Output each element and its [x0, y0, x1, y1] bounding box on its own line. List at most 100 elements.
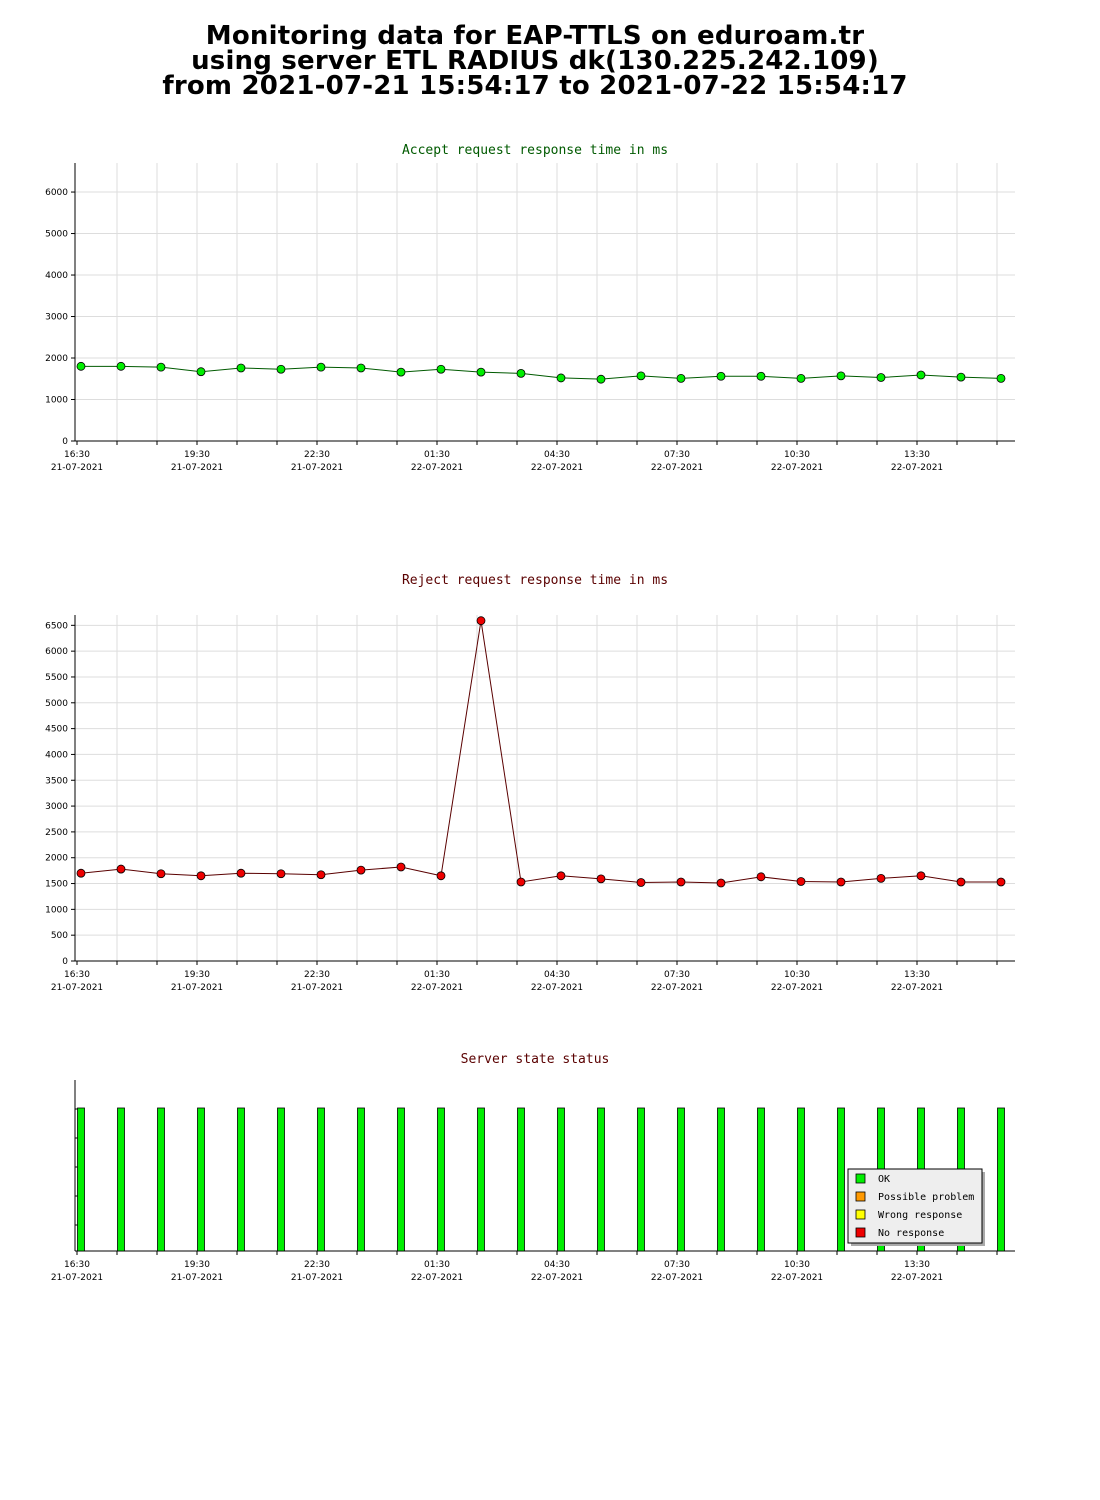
x-tick-label-date: 22-07-2021 — [651, 1273, 703, 1283]
data-point — [596, 874, 606, 884]
x-tick-label-time: 07:30 — [664, 1260, 690, 1270]
data-point — [436, 871, 446, 881]
y-tick-label: 2500 — [45, 828, 68, 838]
legend-label-ok: OK — [878, 1174, 890, 1185]
x-tick-label-time: 22:30 — [304, 970, 330, 980]
chart-title: Server state status — [461, 1052, 610, 1067]
data-point — [436, 364, 446, 374]
legend-box — [847, 1168, 983, 1244]
status-bar — [677, 1107, 685, 1252]
legend-swatch-possible_problem — [855, 1191, 866, 1202]
x-tick-label-time: 10:30 — [784, 450, 810, 460]
data-point — [76, 361, 86, 371]
x-tick-label-date: 21-07-2021 — [291, 983, 343, 993]
status-bar — [837, 1107, 845, 1252]
status-bar — [717, 1107, 725, 1252]
y-tick-label: 1000 — [45, 905, 68, 915]
data-point — [196, 871, 206, 881]
y-tick-label: 4000 — [45, 271, 68, 281]
y-tick-label: 6500 — [45, 621, 68, 631]
status-bar — [517, 1107, 525, 1252]
data-point — [916, 871, 926, 881]
data-point — [876, 373, 886, 382]
y-tick-label: 0 — [62, 437, 68, 447]
y-tick-label: 2000 — [45, 354, 68, 364]
data-point — [876, 873, 886, 883]
data-point — [556, 871, 566, 881]
x-tick-label-time: 16:30 — [64, 450, 90, 460]
data-point — [996, 877, 1006, 887]
data-point — [316, 870, 326, 880]
x-tick-label-time: 07:30 — [664, 970, 690, 980]
status-bar — [157, 1107, 165, 1252]
y-tick-label: 1500 — [45, 880, 68, 890]
series-line — [80, 620, 1001, 884]
x-tick-label-time: 04:30 — [544, 1260, 570, 1270]
data-point — [516, 368, 526, 378]
status-bar — [117, 1107, 125, 1252]
x-tick-label-time: 13:30 — [904, 970, 930, 980]
data-point — [236, 868, 246, 878]
status-bar — [437, 1107, 445, 1252]
y-tick-label: 1000 — [45, 396, 68, 406]
data-point — [236, 363, 246, 373]
x-tick-label-time: 16:30 — [64, 970, 90, 980]
x-tick-label-time: 10:30 — [784, 970, 810, 980]
data-point — [796, 877, 806, 886]
data-point — [636, 878, 646, 887]
data-point — [396, 367, 406, 377]
data-point — [756, 872, 766, 882]
page-title-line-2: using server ETL RADIUS dk(130.225.242.1… — [191, 46, 879, 76]
status-bar — [397, 1107, 405, 1252]
x-tick-label-date: 22-07-2021 — [531, 983, 583, 993]
status-bar — [317, 1107, 325, 1252]
chart-accept: Accept request response time in ms 0 1000 2… — [45, 143, 1015, 473]
page-title-line-1: Monitoring data for EAP-TTLS on eduroam.… — [205, 21, 865, 51]
x-tick-label-date: 22-07-2021 — [411, 1273, 463, 1283]
data-point — [316, 362, 326, 372]
x-tick-label-time: 01:30 — [424, 450, 450, 460]
x-tick-label-date: 21-07-2021 — [171, 1273, 223, 1283]
page-title: Monitoring data for EAP-TTLS on eduroam.… — [0, 21, 1070, 99]
legend-swatch-wrong_response — [855, 1209, 866, 1220]
x-tick-label-date: 22-07-2021 — [891, 1273, 943, 1283]
data-point — [116, 361, 126, 371]
data-point — [476, 616, 486, 626]
x-tick-label-date: 21-07-2021 — [291, 463, 343, 473]
legend-label-wrong_response: Wrong response — [878, 1210, 962, 1221]
status-bar — [557, 1107, 565, 1252]
x-tick-label-date: 21-07-2021 — [51, 983, 103, 993]
data-point — [516, 877, 526, 887]
x-tick-label-date: 22-07-2021 — [891, 983, 943, 993]
x-tick-label-date: 22-07-2021 — [771, 463, 823, 473]
data-point — [716, 878, 726, 888]
data-point — [116, 864, 126, 874]
data-point — [356, 363, 366, 373]
y-tick-label: 3000 — [45, 802, 68, 812]
data-point — [836, 877, 846, 887]
data-point — [636, 371, 646, 381]
data-point — [836, 371, 846, 381]
data-point — [76, 868, 86, 878]
y-tick-label: 5000 — [45, 230, 68, 240]
legend-label-possible_problem: Possible problem — [878, 1192, 974, 1203]
y-tick-label: 2000 — [45, 854, 68, 864]
chart-title: Accept request response time in ms — [402, 143, 668, 158]
status-bar — [997, 1107, 1005, 1252]
data-point — [956, 877, 966, 887]
x-tick-label-date: 22-07-2021 — [411, 983, 463, 993]
data-point — [156, 869, 166, 879]
data-point — [476, 367, 486, 377]
x-tick-label-date: 21-07-2021 — [51, 1273, 103, 1283]
status-bar — [637, 1107, 645, 1252]
data-point — [756, 371, 766, 381]
x-tick-label-time: 13:30 — [904, 1260, 930, 1270]
status-bar — [237, 1107, 245, 1252]
x-tick-label-date: 21-07-2021 — [51, 463, 103, 473]
status-bar — [797, 1107, 805, 1252]
status-bar — [277, 1107, 285, 1252]
x-tick-label-date: 21-07-2021 — [171, 983, 223, 993]
status-bar — [77, 1107, 85, 1252]
x-tick-label-time: 07:30 — [664, 450, 690, 460]
legend-swatch-no_response — [855, 1227, 866, 1238]
